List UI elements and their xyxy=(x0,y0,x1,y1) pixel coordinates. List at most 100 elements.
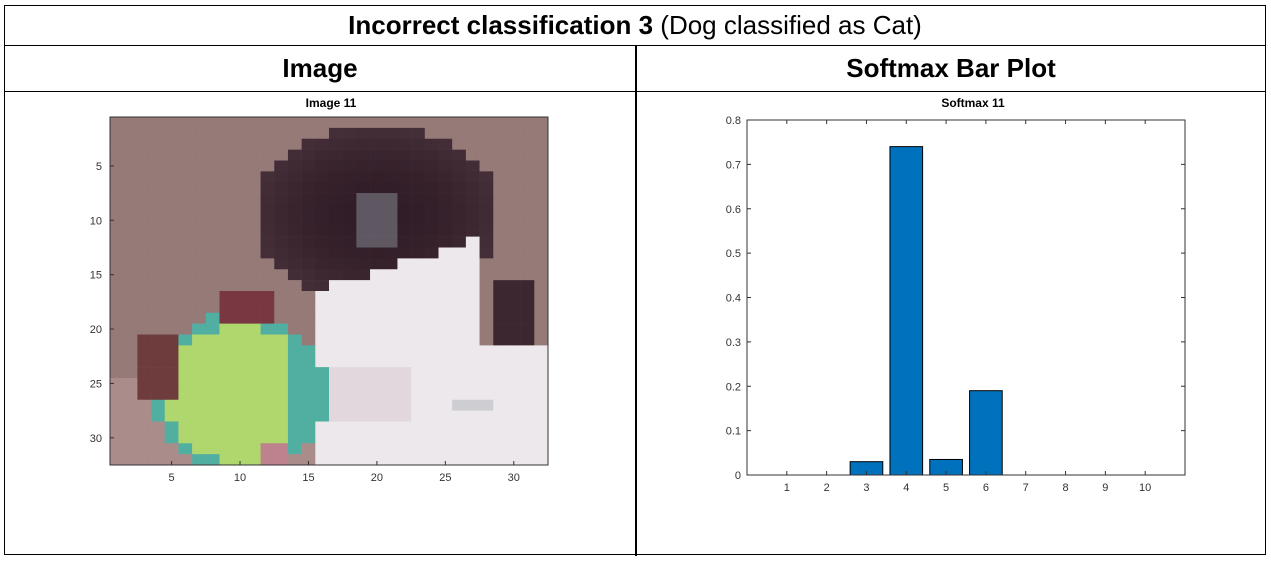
pixel xyxy=(383,312,398,324)
pixel xyxy=(493,214,508,227)
pixel xyxy=(164,149,179,161)
pixel xyxy=(219,214,234,227)
pixel xyxy=(205,378,220,390)
pixel xyxy=(315,323,330,335)
pixel xyxy=(123,399,138,411)
pixel xyxy=(411,258,426,270)
pixel xyxy=(479,388,494,401)
pixel xyxy=(123,443,138,455)
pixel xyxy=(178,378,193,390)
pixel xyxy=(274,236,289,248)
pixel xyxy=(493,432,508,444)
pixel xyxy=(110,399,124,411)
pixel xyxy=(452,214,467,227)
pixel xyxy=(178,388,193,401)
pixel xyxy=(438,204,453,216)
pixel xyxy=(178,225,193,237)
chart-y-axis: 0 0.1 0.2 0.3 0.4 0.5 0.6 0.7 0.8 xyxy=(726,115,1185,482)
pixel xyxy=(205,323,220,335)
pixel xyxy=(438,378,453,390)
pixel xyxy=(110,225,124,237)
pixel xyxy=(479,193,494,205)
pixel xyxy=(192,367,207,379)
pixel xyxy=(356,149,371,161)
pixel xyxy=(315,334,330,346)
pixel-image xyxy=(110,117,549,466)
pixel xyxy=(479,432,494,444)
pixel xyxy=(370,138,385,150)
pixel xyxy=(246,204,261,216)
pixel xyxy=(438,236,453,248)
pixel xyxy=(301,171,316,183)
pixel xyxy=(151,421,166,433)
image-plot-title: Image 11 xyxy=(306,96,357,110)
pixel xyxy=(479,182,494,194)
pixel xyxy=(452,345,467,357)
pixel xyxy=(151,236,166,248)
pixel xyxy=(151,334,166,346)
pixel xyxy=(260,149,275,161)
pixel xyxy=(424,127,439,140)
pixel xyxy=(506,214,521,227)
pixel xyxy=(219,367,234,379)
pixel xyxy=(520,193,535,205)
pixel xyxy=(151,443,166,455)
pixel xyxy=(452,117,467,129)
pixel xyxy=(479,117,494,129)
pixel xyxy=(370,171,385,183)
pixel xyxy=(315,399,330,411)
pixel xyxy=(260,127,275,140)
pixel xyxy=(178,193,193,205)
pixel xyxy=(178,138,193,150)
pixel xyxy=(411,432,426,444)
pixel xyxy=(233,312,248,324)
pixel xyxy=(301,432,316,444)
pixel xyxy=(520,421,535,433)
pixel xyxy=(452,225,467,237)
pixel xyxy=(233,280,248,292)
pixel xyxy=(493,138,508,150)
x-tick-label: 1 xyxy=(784,482,790,494)
pixel xyxy=(260,345,275,357)
pixel xyxy=(493,367,508,379)
pixel xyxy=(192,236,207,248)
pixel xyxy=(192,193,207,205)
pixel xyxy=(164,345,179,357)
pixel xyxy=(411,443,426,455)
pixel xyxy=(315,378,330,390)
pixel xyxy=(260,214,275,227)
pixel xyxy=(123,149,138,161)
pixel xyxy=(301,345,316,357)
pixel xyxy=(329,367,343,379)
pixel xyxy=(534,356,549,368)
pixel xyxy=(383,127,398,140)
pixel xyxy=(192,182,207,194)
pixel xyxy=(479,443,494,455)
pixel xyxy=(246,421,261,433)
pixel xyxy=(411,204,426,216)
pixel xyxy=(411,301,426,314)
pixel xyxy=(438,323,453,335)
pixel xyxy=(506,291,521,303)
pixel xyxy=(493,291,508,303)
pixel xyxy=(370,312,385,324)
pixel xyxy=(246,432,261,444)
pixel xyxy=(493,247,508,259)
pixel xyxy=(110,356,124,368)
pixel xyxy=(123,334,138,346)
pixel xyxy=(479,204,494,216)
pixel xyxy=(178,117,193,129)
pixel xyxy=(246,378,261,390)
pixel xyxy=(383,399,398,411)
pixel xyxy=(342,225,357,237)
pixel xyxy=(534,149,549,161)
pixel xyxy=(219,334,234,346)
pixel xyxy=(151,432,166,444)
pixel xyxy=(411,345,426,357)
pixel xyxy=(452,312,467,324)
image-plot: Image 11 5 10 15 20 25 30 5 10 15 20 25 30 xyxy=(90,96,549,484)
pixel xyxy=(315,247,330,259)
pixel xyxy=(205,356,220,368)
pixel xyxy=(233,454,248,466)
pixel xyxy=(534,301,549,314)
